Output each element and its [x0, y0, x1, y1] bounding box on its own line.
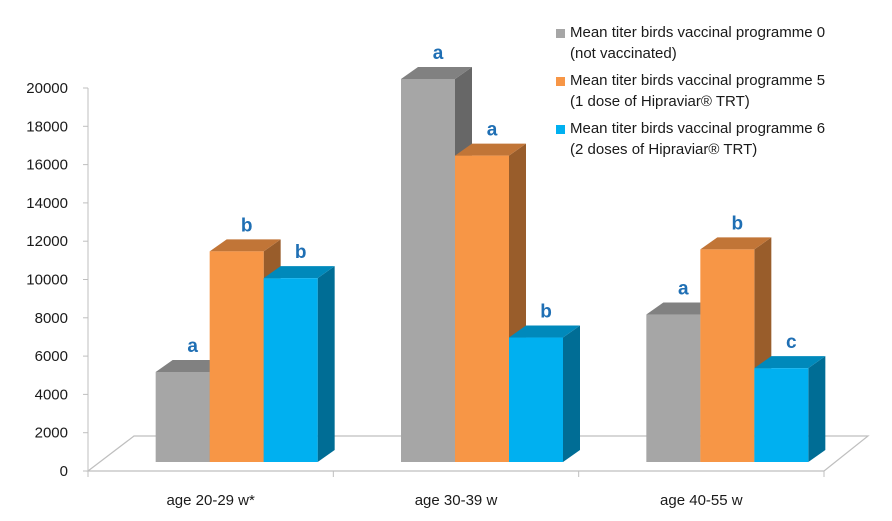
x-tick-label: age 40-55 w — [660, 492, 743, 509]
significance-label: b — [540, 302, 552, 323]
significance-label: b — [732, 213, 744, 234]
y-tick-label: 2000 — [35, 425, 68, 442]
y-tick-label: 4000 — [35, 386, 68, 403]
legend-swatch — [556, 29, 565, 38]
legend-swatch — [556, 77, 565, 86]
bar-top — [754, 356, 826, 369]
legend-swatch — [556, 125, 565, 134]
significance-label: a — [678, 279, 689, 300]
bar-top — [155, 359, 227, 372]
x-tick-label: age 30-39 w — [415, 492, 498, 509]
x-axis: age 20-29 w* age 30-39 w age 40-55 w — [87, 470, 825, 509]
legend-item: Mean titer birds vaccinal programme 0 (n… — [556, 22, 892, 64]
bar-front — [509, 337, 563, 462]
y-tick-label: 0 — [60, 463, 68, 480]
significance-label: a — [487, 120, 498, 141]
bar-side — [563, 325, 580, 462]
legend-item: Mean titer birds vaccinal programme 5 (1… — [556, 70, 892, 112]
bar-front — [646, 314, 701, 462]
bar-top — [209, 239, 281, 252]
bar-side — [317, 266, 335, 462]
significance-label: b — [295, 242, 307, 263]
y-tick-label: 14000 — [26, 195, 68, 212]
significance-labels: a b b a a b a b c — [187, 43, 797, 357]
y-tick-label: 18000 — [26, 118, 68, 135]
bar-front — [700, 249, 755, 462]
bar-top — [646, 302, 718, 315]
bar-front — [263, 278, 318, 462]
legend-item: Mean titer birds vaccinal programme 6 (2… — [556, 118, 892, 160]
bar-front — [209, 251, 264, 462]
y-tick-label: 8000 — [35, 310, 68, 327]
x-tick-label: age 20-29 w* — [166, 492, 255, 509]
bar-top — [263, 266, 335, 279]
significance-label: c — [786, 332, 797, 353]
bars — [155, 67, 826, 462]
significance-label: a — [187, 336, 198, 357]
legend-label: Mean titer birds vaccinal programme 6 — [570, 120, 826, 137]
bar-front — [155, 371, 210, 462]
bar-top — [700, 237, 772, 250]
bar-top — [509, 325, 580, 338]
significance-label: b — [241, 215, 253, 236]
bar — [263, 266, 335, 462]
bar-front — [754, 368, 809, 462]
bar-side — [808, 356, 826, 462]
bar-front — [455, 155, 509, 462]
legend-label-sub: (2 doses of Hipraviar® TRT) — [570, 141, 758, 158]
y-tick-label: 16000 — [26, 157, 68, 174]
bar — [509, 325, 580, 462]
legend: Mean titer birds vaccinal programme 0 (n… — [556, 22, 892, 166]
y-axis: 0 2000 4000 6000 8000 10000 12000 14000 16000 180… — [26, 80, 89, 480]
y-tick-label: 6000 — [35, 348, 68, 365]
bar-front — [401, 79, 455, 462]
y-tick-label: 20000 — [26, 80, 68, 97]
y-tick-label: 10000 — [26, 272, 68, 289]
bar-top — [401, 67, 472, 79]
significance-label: a — [433, 43, 444, 64]
legend-label-sub: (1 dose of Hipraviar® TRT) — [570, 93, 750, 110]
legend-label-sub: (not vaccinated) — [570, 45, 677, 62]
y-tick-label: 12000 — [26, 233, 68, 250]
bar-top — [455, 143, 526, 156]
legend-label: Mean titer birds vaccinal programme 5 — [570, 72, 826, 89]
legend-label: Mean titer birds vaccinal programme 0 — [570, 24, 826, 41]
bar — [754, 356, 826, 462]
